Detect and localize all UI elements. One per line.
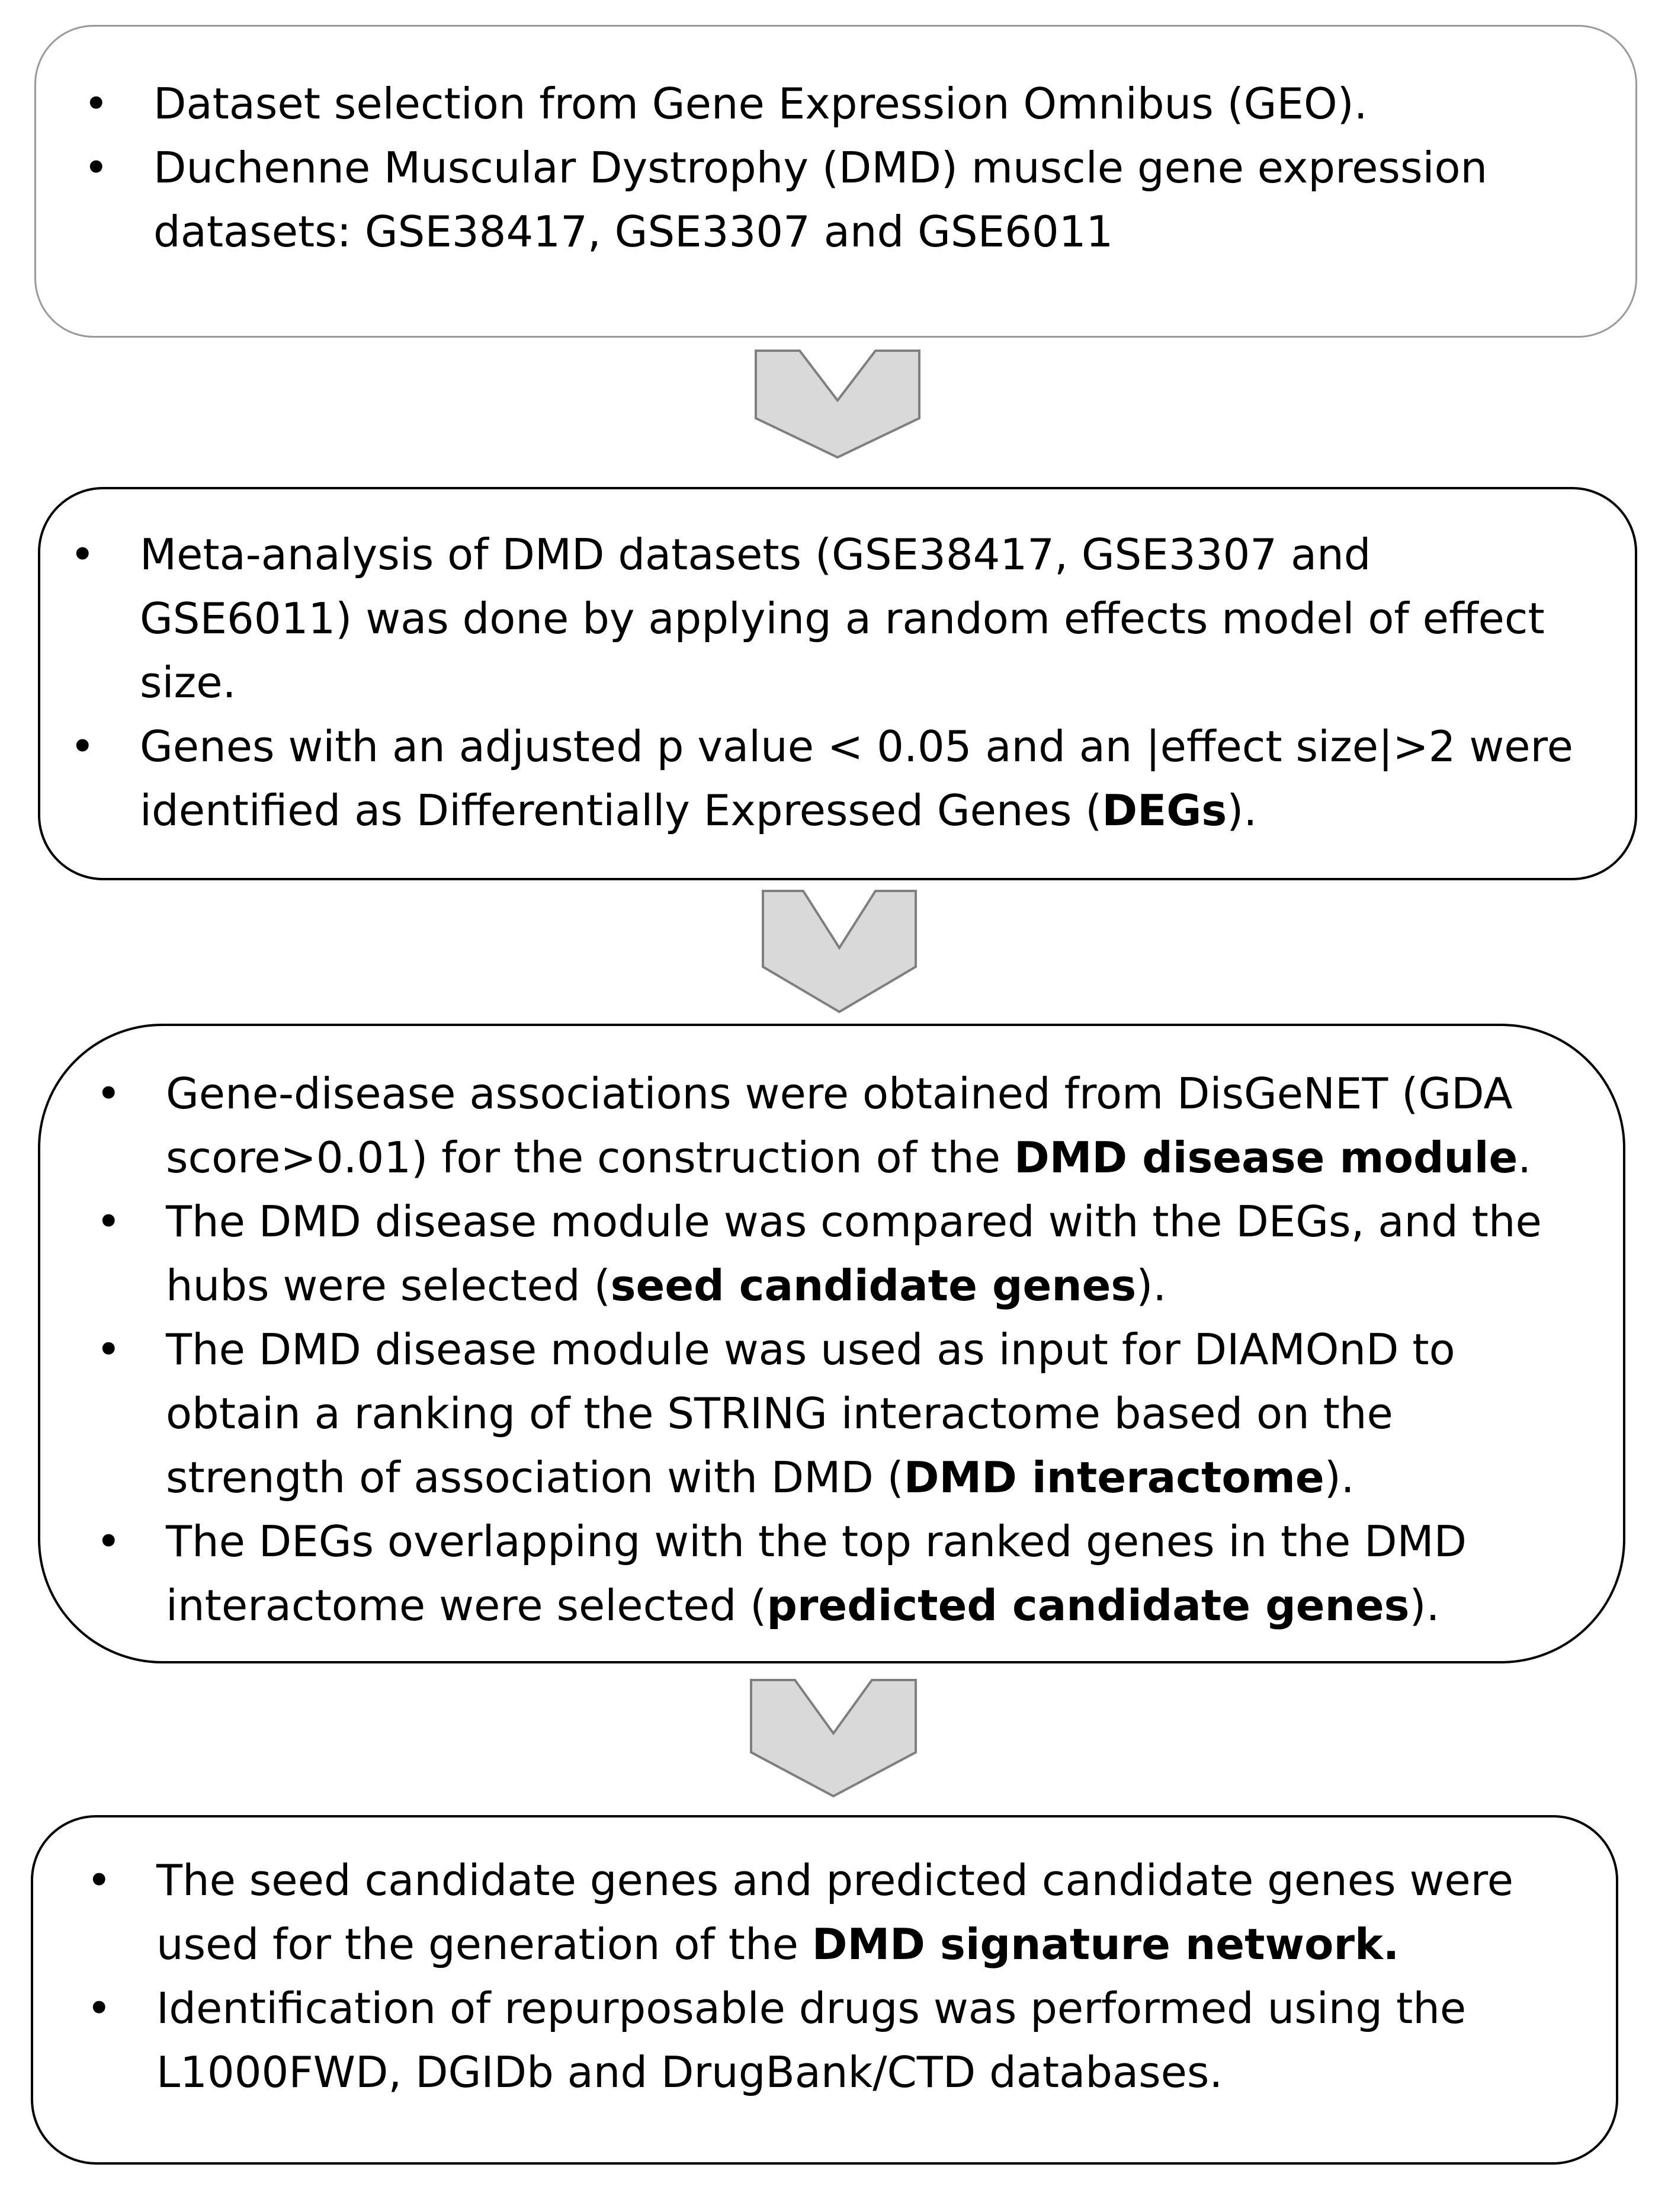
bullet-text: The DMD disease module was used as input… [166, 1325, 1455, 1374]
bullet-text: Meta-analysis of DMD datasets (GSE38417,… [140, 530, 1371, 579]
bullet-text: obtain a ranking of the STRING interacto… [166, 1389, 1393, 1438]
bullet-item: Duchenne Muscular Dystrophy (DMD) muscle… [84, 136, 1487, 264]
bullet-line: hubs were selected (seed candidate genes… [166, 1254, 1542, 1317]
flow-arrow-2 [762, 890, 917, 1014]
bullet-line: Identification of repurposable drugs was… [156, 1976, 1513, 2040]
step-4-box: The seed candidate genes and predicted c… [31, 1815, 1618, 2165]
bullet-line: Dataset selection from Gene Expression O… [153, 72, 1487, 136]
bullet-item: The DEGs overlapping with the top ranked… [96, 1509, 1542, 1637]
chevron-down-icon [762, 890, 917, 1014]
bullet-text: Duchenne Muscular Dystrophy (DMD) muscle… [153, 143, 1488, 193]
bullet-item: Gene-disease associations were obtained … [96, 1062, 1542, 1190]
bullet-line: The DMD disease module was used as input… [166, 1317, 1542, 1381]
bullet-text: ). [1324, 1453, 1355, 1502]
bullet-text: ). [1409, 1581, 1440, 1630]
step-3-box: Gene-disease associations were obtained … [38, 1024, 1625, 1663]
bullet-line: The seed candidate genes and predicted c… [156, 1848, 1513, 1912]
step-4-bullet-list: The seed candidate genes and predicted c… [86, 1848, 1513, 2104]
bullet-text: score>0.01) for the construction of the [166, 1133, 1014, 1182]
bullet-text: size. [140, 658, 236, 707]
bullet-line: identified as Differentially Expressed G… [140, 778, 1573, 842]
bullet-text: Genes with an adjusted p value < 0.05 an… [140, 722, 1573, 771]
bullet-line: size. [140, 650, 1573, 714]
chevron-down-icon [755, 350, 920, 459]
bullet-text: Identification of repurposable drugs was… [156, 1983, 1467, 2033]
bullet-text: GSE6011) was done by applying a random e… [140, 594, 1545, 643]
bullet-text: ). [1227, 786, 1258, 835]
bullet-line: obtain a ranking of the STRING interacto… [166, 1381, 1542, 1445]
bullet-text: used for the generation of the [156, 1919, 812, 1969]
bullet-line: datasets: GSE38417, GSE3307 and GSE6011 [153, 200, 1487, 264]
bullet-line: score>0.01) for the construction of the … [166, 1126, 1542, 1190]
emphasis-text: seed candidate genes [610, 1261, 1137, 1310]
bullet-item: The seed candidate genes and predicted c… [86, 1848, 1513, 1976]
bullet-line: GSE6011) was done by applying a random e… [140, 586, 1573, 650]
bullet-item: The DMD disease module was used as input… [96, 1317, 1542, 1509]
flow-arrow-1 [755, 350, 920, 459]
bullet-text: Gene-disease associations were obtained … [166, 1069, 1513, 1118]
emphasis-text: DEGs [1102, 786, 1227, 835]
bullet-item: Identification of repurposable drugs was… [86, 1976, 1513, 2104]
flow-arrow-3 [750, 1679, 917, 1798]
bullet-item: The DMD disease module was compared with… [96, 1190, 1542, 1317]
bullet-item: Genes with an adjusted p value < 0.05 an… [70, 714, 1573, 842]
emphasis-text: DMD disease module [1013, 1133, 1518, 1182]
bullet-line: Meta-analysis of DMD datasets (GSE38417,… [140, 522, 1573, 586]
bullet-line: Duchenne Muscular Dystrophy (DMD) muscle… [153, 136, 1487, 200]
bullet-line: L1000FWD, DGIDb and DrugBank/CTD databas… [156, 2040, 1513, 2104]
bullet-text: The seed candidate genes and predicted c… [156, 1855, 1513, 1905]
bullet-line: strength of association with DMD (DMD in… [166, 1445, 1542, 1509]
bullet-line: used for the generation of the DMD signa… [156, 1912, 1513, 1976]
chevron-down-icon [750, 1679, 917, 1798]
emphasis-text: DMD interactome [903, 1453, 1324, 1502]
bullet-text: interactome were selected ( [166, 1581, 767, 1630]
bullet-line: Genes with an adjusted p value < 0.05 an… [140, 714, 1573, 778]
bullet-item: Meta-analysis of DMD datasets (GSE38417,… [70, 522, 1573, 714]
bullet-line: Gene-disease associations were obtained … [166, 1062, 1542, 1126]
bullet-text: strength of association with DMD ( [166, 1453, 904, 1502]
bullet-line: The DEGs overlapping with the top ranked… [166, 1509, 1542, 1573]
bullet-line: The DMD disease module was compared with… [166, 1190, 1542, 1254]
bullet-text: datasets: GSE38417, GSE3307 and GSE6011 [153, 207, 1114, 257]
step-1-bullet-list: Dataset selection from Gene Expression O… [84, 72, 1487, 264]
bullet-text: The DEGs overlapping with the top ranked… [166, 1517, 1467, 1566]
bullet-text: . [1518, 1133, 1532, 1182]
bullet-text: identified as Differentially Expressed G… [140, 786, 1102, 835]
bullet-text: L1000FWD, DGIDb and DrugBank/CTD databas… [156, 2047, 1223, 2097]
step-1-box: Dataset selection from Gene Expression O… [34, 25, 1637, 338]
bullet-text: The DMD disease module was compared with… [166, 1197, 1542, 1246]
bullet-text: Dataset selection from Gene Expression O… [153, 79, 1368, 129]
bullet-item: Dataset selection from Gene Expression O… [84, 72, 1487, 136]
step-3-bullet-list: Gene-disease associations were obtained … [96, 1062, 1542, 1637]
bullet-line: interactome were selected (predicted can… [166, 1573, 1542, 1637]
emphasis-text: DMD signature network. [811, 1919, 1400, 1969]
bullet-text: hubs were selected ( [166, 1261, 611, 1310]
step-2-bullet-list: Meta-analysis of DMD datasets (GSE38417,… [70, 522, 1573, 842]
step-2-box: Meta-analysis of DMD datasets (GSE38417,… [38, 487, 1637, 880]
bullet-text: ). [1136, 1261, 1167, 1310]
emphasis-text: predicted candidate genes [766, 1581, 1410, 1630]
